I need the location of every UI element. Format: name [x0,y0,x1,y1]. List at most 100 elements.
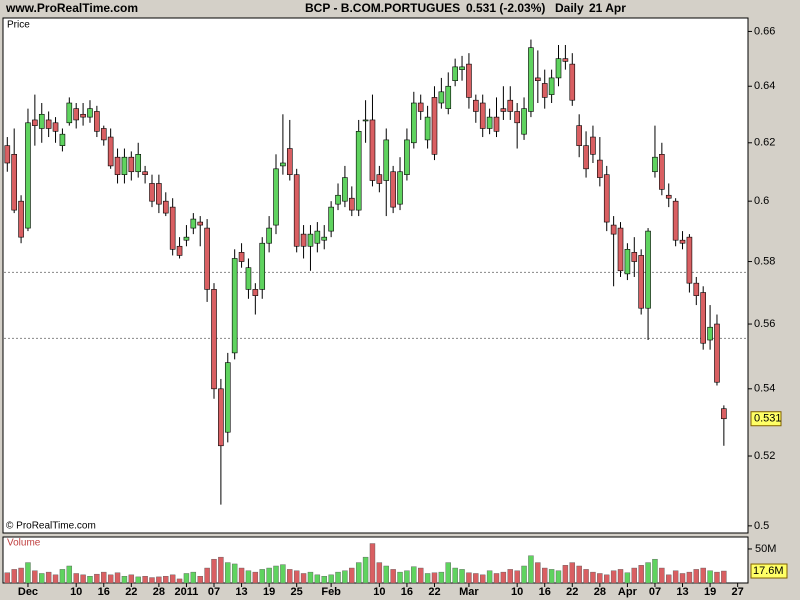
volume-bar [238,567,245,584]
candle-body [404,139,410,175]
candle-body [555,58,562,79]
volume-bar [411,566,417,584]
volume-bar [94,573,100,584]
volume-bar [211,558,217,584]
candle-body [273,168,279,226]
chart-title: BCP - B.COM.PORTUGUES [305,1,460,15]
volume-bar [107,574,114,584]
volume-bar [287,569,293,584]
candle-body [659,154,665,190]
volume-bar [349,567,355,584]
volume-bar [431,572,438,584]
volume-bar [293,570,300,584]
volume-bar [169,574,176,584]
volume-bar [101,571,107,584]
site: www.ProRealTime.com [5,1,138,15]
candle-body [459,66,465,70]
candle-body [369,119,376,181]
x-tick-label: Dec [18,586,38,598]
volume-bar [514,570,520,584]
volume-badge-label: 17.6M [753,565,784,577]
candle-body [411,102,417,144]
price-badge-label: 0.531 [754,413,782,425]
x-tick-label: 22 [566,586,578,598]
candle-body [245,267,252,290]
candle-body [541,83,548,98]
candle-body [149,183,155,202]
volume-bar [149,577,155,584]
volume-bar [521,565,527,584]
candle-body [142,171,148,175]
x-tick-label: 25 [291,586,303,598]
volume-bar [590,571,596,584]
y-tick-label: 0.52 [754,450,775,462]
volume-bar [273,565,279,584]
volume-bar [369,543,376,584]
volume-bar [535,562,541,584]
x-tick-label: 10 [511,586,523,598]
x-tick-label: 07 [649,586,661,598]
candle-body [721,408,727,420]
volume-bar [59,569,66,584]
volume-bar [604,574,610,584]
volume-bar [424,573,431,584]
volume-bar [314,574,321,584]
candle-body [424,116,431,141]
volume-bar [4,572,11,584]
volume-bar [52,574,59,584]
candle-body [32,119,38,126]
candle-body [224,362,231,433]
candle-body [383,139,390,181]
volume-bar [376,562,383,584]
x-tick-label: 2011 [175,586,199,598]
candle-body [66,102,73,124]
candle-body [355,131,362,211]
volume-bar [542,567,548,584]
candle-body [376,174,383,184]
x-tick-label: 19 [263,586,275,598]
volume-panel [2,536,749,584]
candle-body [286,148,293,175]
volume-bar [452,567,458,584]
candle-body [390,171,396,208]
candle-body [610,224,617,235]
candle-body [631,252,638,262]
candle-body [218,388,224,447]
volume-bar [610,570,617,584]
candle-body [259,242,266,290]
candle-body [548,77,555,95]
x-tick-label: 19 [704,586,716,598]
volume-bar [597,573,603,584]
volume-bar [576,565,582,584]
x-tick-label: 28 [153,586,165,598]
candle-body [500,108,507,112]
volume-bar [87,575,93,584]
candle-body [211,289,217,390]
volume-bar [142,575,148,584]
volume-bar [383,565,389,584]
candle-body [73,108,79,121]
volume-bar [300,573,307,584]
candle-body [293,174,300,247]
candle-body [252,289,259,296]
candle-body [452,66,458,81]
volume-bar [114,572,121,584]
candle-body [438,91,445,104]
volume-bar [73,573,79,584]
candle-body [473,99,479,112]
candle-body [514,111,520,124]
volume-bar [390,569,396,584]
y-tick-label: 0.6 [754,195,769,207]
candle-body [362,119,369,122]
volume-bar [259,569,265,584]
price-panel [2,17,749,534]
volume-bar [686,571,693,584]
candle-body [314,230,321,244]
volume-bar [631,567,637,584]
x-tick-label: 22 [428,586,440,598]
volume-bar [80,574,86,584]
candle-body [397,171,403,205]
x-tick-label: 10 [70,586,82,598]
